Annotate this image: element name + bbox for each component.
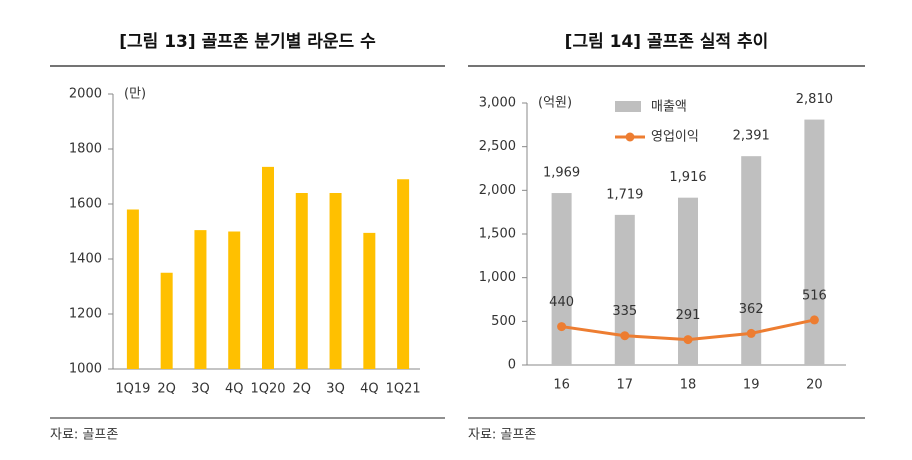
value-label: 335 — [612, 304, 637, 319]
chart-title: [그림 14] 골프존 실적 추이 — [565, 32, 769, 52]
bar — [614, 214, 635, 365]
source: 자료: 골프존 — [50, 428, 118, 443]
x-tick-label: 4Q — [360, 382, 379, 397]
chart-title: [그림 13] 골프존 분기별 라운드 수 — [119, 32, 376, 52]
bar — [160, 272, 173, 369]
legend-marker — [625, 132, 635, 142]
y-tick-label: 2000 — [69, 87, 102, 102]
source: 자료: 골프존 — [468, 428, 536, 443]
unit-label: (억원) — [538, 96, 572, 111]
y-tick-label: 3,000 — [479, 96, 516, 111]
bar — [194, 230, 207, 369]
x-tick-label: 2Q — [157, 382, 176, 397]
x-tick-label: 17 — [617, 378, 634, 393]
x-tick-label: 1Q21 — [386, 382, 421, 397]
y-tick-label: 1800 — [69, 142, 102, 157]
x-tick-label: 1Q19 — [115, 382, 150, 397]
y-tick-label: 1000 — [69, 362, 102, 377]
line-marker — [809, 315, 819, 325]
value-label: 1,719 — [606, 187, 643, 202]
bar — [397, 179, 410, 369]
legend-swatch — [615, 101, 641, 112]
bar — [551, 193, 572, 365]
x-tick-label: 18 — [680, 378, 697, 393]
value-label: 362 — [739, 302, 764, 317]
value-label: 291 — [676, 308, 701, 323]
bar — [804, 119, 825, 366]
bar — [329, 193, 342, 369]
y-tick-label: 500 — [491, 314, 516, 329]
y-tick-label: 0 — [508, 358, 516, 373]
line-marker — [683, 335, 693, 345]
bar — [295, 193, 308, 369]
x-tick-label: 20 — [806, 378, 823, 393]
y-tick-label: 2,000 — [479, 183, 516, 198]
x-tick-label: 2Q — [293, 382, 312, 397]
y-tick-label: 1200 — [69, 307, 102, 322]
value-label: 1,916 — [669, 170, 706, 185]
bar — [678, 197, 698, 365]
x-tick-label: 4Q — [225, 382, 244, 397]
x-tick-label: 1Q20 — [250, 382, 285, 397]
x-tick-label: 16 — [553, 378, 570, 393]
line-marker — [620, 331, 630, 341]
y-tick-label: 1600 — [69, 197, 102, 212]
bar — [126, 209, 139, 369]
y-tick-label: 2,500 — [479, 139, 516, 154]
y-tick-label: 1400 — [69, 252, 102, 267]
line-marker — [746, 328, 756, 338]
unit-label: (만) — [124, 87, 146, 102]
value-label: 516 — [802, 288, 827, 303]
x-tick-label: 19 — [743, 378, 760, 393]
value-label: 440 — [549, 295, 574, 310]
bar — [741, 156, 762, 365]
y-tick-label: 1,000 — [479, 270, 516, 285]
bar — [228, 231, 241, 369]
value-label: 2,391 — [733, 129, 770, 144]
line-marker — [557, 322, 567, 332]
legend-label: 영업이익 — [651, 130, 699, 145]
x-tick-label: 3Q — [326, 382, 345, 397]
legend-label: 매출액 — [651, 100, 687, 115]
value-label: 1,969 — [543, 166, 580, 181]
y-tick-label: 1,500 — [479, 227, 516, 242]
x-tick-label: 3Q — [191, 382, 210, 397]
bar — [262, 166, 274, 369]
bar — [363, 232, 376, 369]
value-label: 2,810 — [796, 92, 833, 107]
